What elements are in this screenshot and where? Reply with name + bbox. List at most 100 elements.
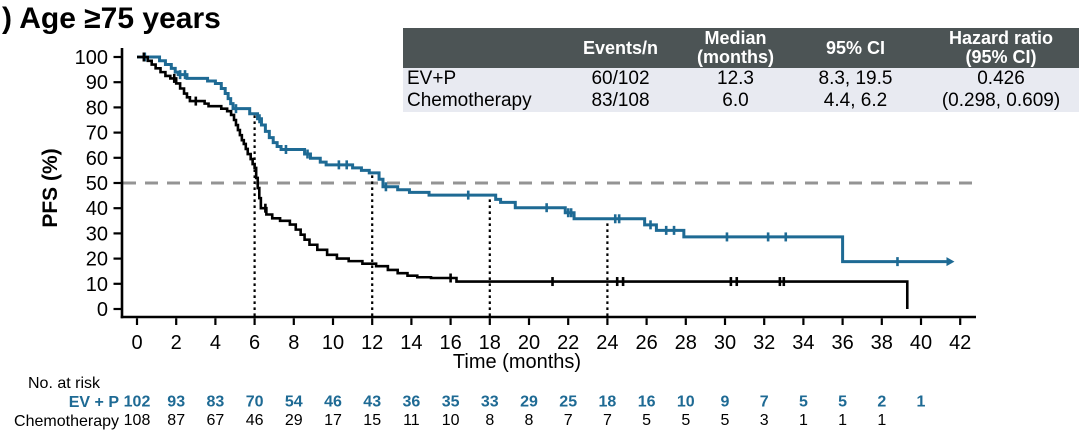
risk-count: 9 <box>721 394 730 411</box>
y-tick-label: 60 <box>86 148 108 170</box>
x-tick-label: 36 <box>831 332 853 354</box>
x-tick-label: 0 <box>131 332 142 354</box>
risk-count: 33 <box>481 394 499 411</box>
risk-count: 1 <box>917 394 926 411</box>
risk-count: 36 <box>403 394 421 411</box>
risk-count: 5 <box>721 412 730 429</box>
risk-count: 15 <box>363 412 381 429</box>
risk-count: 83 <box>207 394 225 411</box>
risk-count: 7 <box>564 412 573 429</box>
risk-count: 5 <box>838 394 847 411</box>
x-tick-label: 24 <box>596 332 618 354</box>
hr-value: 0.426 <box>977 68 1025 89</box>
y-axis-title: PFS (%) <box>39 148 62 228</box>
summary-table-header: Events/n Median (months) 95% CI Hazard r… <box>403 28 1079 68</box>
risk-count: 54 <box>285 394 303 411</box>
risk-table-caption: No. at risk <box>28 375 101 392</box>
risk-count: 3 <box>760 412 769 429</box>
table-row-chemotherapy: Chemotherapy 83/108 6.0 4.4, 6.2 (0.298,… <box>403 90 1079 112</box>
risk-count: 1 <box>799 412 808 429</box>
risk-count: 25 <box>559 394 577 411</box>
risk-count: 108 <box>124 412 151 429</box>
x-tick-label: 34 <box>792 332 814 354</box>
risk-count: 10 <box>442 412 460 429</box>
risk-count: 46 <box>246 412 264 429</box>
risk-count: 5 <box>799 394 808 411</box>
risk-count: 29 <box>520 394 538 411</box>
risk-count: 16 <box>638 394 656 411</box>
risk-row-label-chemotherapy: Chemotherapy <box>14 413 119 430</box>
risk-count: 7 <box>603 412 612 429</box>
x-axis-title: Time (months) <box>452 351 582 373</box>
y-tick-label: 50 <box>86 173 108 195</box>
x-tick-label: 16 <box>439 332 461 354</box>
risk-count: 11 <box>403 412 420 429</box>
header-corner <box>403 28 558 68</box>
km-curve-chemotherapy <box>137 55 909 309</box>
events-n-value: 83/108 <box>591 90 650 111</box>
y-tick-label: 40 <box>86 198 108 220</box>
x-tick-label: 40 <box>910 332 932 354</box>
header-hazard-ratio: Hazard ratio (95% CI) <box>923 28 1079 68</box>
risk-row-label-evp: EV + P <box>68 394 119 411</box>
median-value: 12.3 <box>717 68 754 89</box>
header-median: Median (months) <box>683 28 788 68</box>
y-tick-label: 30 <box>86 223 108 245</box>
risk-count: 93 <box>167 394 185 411</box>
risk-count: 8 <box>525 412 534 429</box>
y-tick-label: 90 <box>86 72 108 94</box>
x-tick-label: 22 <box>557 332 579 354</box>
y-tick-label: 70 <box>86 123 108 145</box>
x-tick-label: 38 <box>871 332 893 354</box>
table-row-evp: EV+P 60/102 12.3 8.3, 19.5 0.426 <box>403 68 1079 90</box>
curve-end-arrow-icon <box>946 257 955 267</box>
x-tick-label: 26 <box>635 332 657 354</box>
x-tick-label: 30 <box>714 332 736 354</box>
risk-count: 46 <box>324 394 342 411</box>
row-label: Chemotherapy <box>407 90 532 111</box>
ci-value: 8.3, 19.5 <box>818 68 893 89</box>
y-tick-label: 20 <box>86 249 108 271</box>
risk-count: 102 <box>124 394 151 411</box>
y-tick-label: 100 <box>75 47 108 69</box>
x-tick-label: 18 <box>479 332 501 354</box>
summary-table: Events/n Median (months) 95% CI Hazard r… <box>403 28 1079 112</box>
risk-count: 10 <box>677 394 695 411</box>
risk-count: 5 <box>681 412 690 429</box>
x-tick-label: 12 <box>361 332 383 354</box>
risk-count: 18 <box>599 394 617 411</box>
risk-count: 67 <box>207 412 225 429</box>
x-tick-label: 28 <box>675 332 697 354</box>
risk-count: 1 <box>877 412 886 429</box>
header-events-n: Events/n <box>582 37 659 58</box>
median-value: 6.0 <box>722 90 749 111</box>
x-tick-label: 4 <box>210 332 221 354</box>
x-tick-label: 8 <box>288 332 299 354</box>
risk-count: 1 <box>838 412 847 429</box>
hr-value: (0.298, 0.609) <box>941 90 1061 111</box>
x-tick-label: 2 <box>171 332 182 354</box>
risk-count: 2 <box>877 394 886 411</box>
risk-count: 29 <box>285 412 303 429</box>
header-median-line2: (months) <box>697 47 774 67</box>
x-tick-label: 10 <box>322 332 344 354</box>
x-tick-label: 20 <box>518 332 540 354</box>
x-tick-label: 6 <box>249 332 260 354</box>
events-n-value: 60/102 <box>591 68 650 89</box>
risk-count: 70 <box>246 394 264 411</box>
header-hr-line2: (95% CI) <box>965 47 1037 67</box>
header-ci: 95% CI <box>825 37 886 58</box>
km-curve-evp <box>137 55 947 264</box>
x-tick-label: 32 <box>753 332 775 354</box>
page-title: ) Age ≥75 years <box>2 2 221 35</box>
header-hr-line1: Hazard ratio <box>948 28 1054 48</box>
ci-value: 4.4, 6.2 <box>823 90 888 111</box>
risk-count: 35 <box>442 394 460 411</box>
y-tick-label: 10 <box>86 274 108 296</box>
risk-count: 17 <box>324 412 342 429</box>
x-tick-label: 42 <box>949 332 971 354</box>
y-tick-label: 0 <box>97 299 108 321</box>
risk-count: 43 <box>363 394 381 411</box>
